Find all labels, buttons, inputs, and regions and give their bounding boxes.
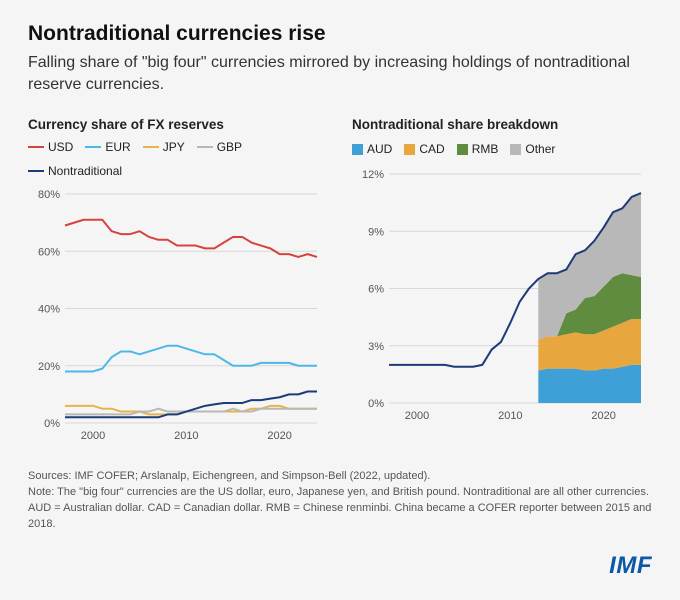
svg-text:2020: 2020 [267,430,291,442]
legend-label: RMB [472,142,499,156]
legend-swatch [457,144,468,155]
series-eur [65,346,317,372]
legend-item-jpy: JPY [143,140,185,154]
svg-text:60%: 60% [38,246,60,258]
legend-swatch [404,144,415,155]
svg-text:9%: 9% [368,226,384,238]
svg-text:0%: 0% [368,398,384,410]
right-chart-svg: 0% 3% 6% 9% 12% 2000 2010 2020 [352,168,652,423]
left-chart-plot: 0% 20% 40% 60% 80% 2000 2010 2020 [28,188,328,443]
legend-swatch [352,144,363,155]
legend-swatch [197,146,213,149]
legend-item-gbp: GBP [197,140,242,154]
legend-item-eur: EUR [85,140,130,154]
right-chart-block: Nontraditional share breakdown AUD CAD RMB… [352,117,652,443]
svg-text:2000: 2000 [81,430,105,442]
svg-text:20%: 20% [38,361,60,373]
legend-label: EUR [105,140,130,154]
series-nontraditional [65,392,317,418]
legend-label: JPY [163,140,185,154]
chart-subtitle: Falling share of "big four" currencies m… [28,52,652,95]
legend-label: AUD [367,142,392,156]
legend-item-usd: USD [28,140,73,154]
legend-item-cad: CAD [404,142,444,156]
footer-sources: Sources: IMF COFER; Arslanalp, Eichengre… [28,469,652,485]
chart-title: Nontraditional currencies rise [28,22,652,46]
legend-swatch [28,146,44,149]
svg-text:2000: 2000 [405,410,429,422]
legend-label: CAD [419,142,444,156]
left-chart-svg: 0% 20% 40% 60% 80% 2000 2010 2020 [28,188,328,443]
legend-label: Other [525,142,555,156]
charts-row: Currency share of FX reserves USD EUR JPY G… [28,117,652,443]
svg-text:2010: 2010 [174,430,198,442]
legend-swatch [85,146,101,149]
left-chart-legend: USD EUR JPY GBP Nontraditional [28,140,328,178]
left-chart-block: Currency share of FX reserves USD EUR JPY G… [28,117,328,443]
svg-text:2010: 2010 [498,410,522,422]
legend-swatch [510,144,521,155]
footer-notes: Sources: IMF COFER; Arslanalp, Eichengre… [28,469,652,533]
svg-text:6%: 6% [368,284,384,296]
legend-item-aud: AUD [352,142,392,156]
svg-text:3%: 3% [368,341,384,353]
legend-item-rmb: RMB [457,142,499,156]
legend-label: GBP [217,140,242,154]
imf-logo: IMF [609,552,652,580]
footer-note: Note: The "big four" currencies are the … [28,485,652,533]
right-chart-title: Nontraditional share breakdown [352,117,652,132]
legend-label: USD [48,140,73,154]
legend-item-other: Other [510,142,555,156]
right-chart-legend: AUD CAD RMB Other [352,140,652,158]
svg-text:12%: 12% [362,169,384,181]
legend-label: Nontraditional [48,164,122,178]
svg-text:2020: 2020 [591,410,615,422]
svg-text:80%: 80% [38,189,60,201]
left-chart-title: Currency share of FX reserves [28,117,328,132]
legend-swatch [28,170,44,173]
svg-text:40%: 40% [38,304,60,316]
right-chart-plot: 0% 3% 6% 9% 12% 2000 2010 2020 [352,168,652,423]
legend-swatch [143,146,159,149]
legend-item-nontraditional: Nontraditional [28,164,122,178]
svg-text:0%: 0% [44,418,60,430]
